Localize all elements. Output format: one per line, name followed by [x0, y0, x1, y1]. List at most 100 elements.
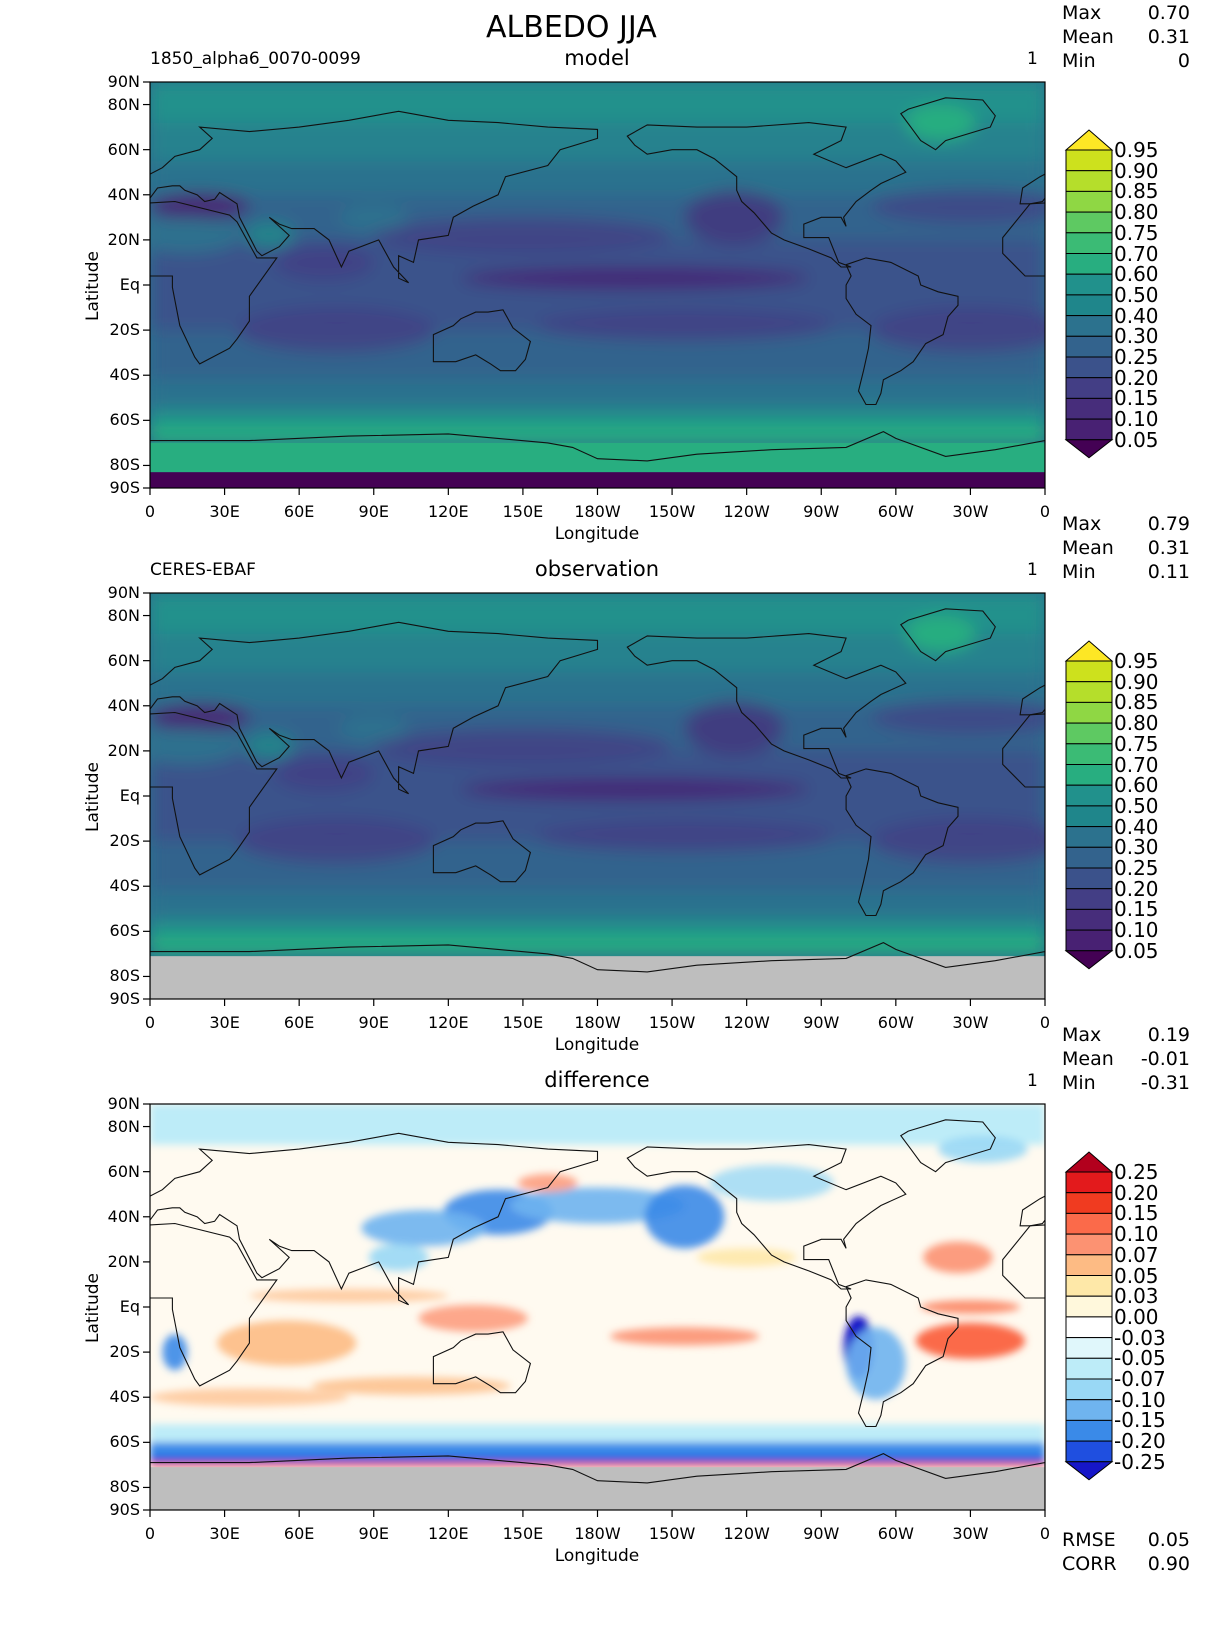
coastline-eurasia — [150, 621, 599, 795]
coastline-namerica — [626, 122, 907, 268]
x-tick-label: 120E — [428, 1524, 469, 1543]
field-blob — [915, 1322, 1026, 1359]
field-blob — [460, 266, 809, 290]
coastline-eurasia-wrap — [1019, 173, 1045, 205]
colorbar-segment — [1065, 1378, 1113, 1401]
stat-value: 0.31 — [1147, 537, 1190, 559]
colorbar-segment — [1065, 1440, 1113, 1463]
stat-value: 0.11 — [1147, 561, 1190, 583]
coastline-eurasia-wrap — [1019, 1195, 1045, 1227]
y-tick-label: 90N — [107, 72, 140, 91]
colorbar-label: 0.15 — [1114, 386, 1159, 411]
field-blob — [871, 307, 1045, 353]
lat-band — [150, 82, 1045, 123]
panel-title: model — [564, 46, 630, 70]
y-tick-label: 90N — [107, 583, 140, 602]
colorbar-segment — [1065, 294, 1113, 317]
colorbar-segment — [1065, 190, 1113, 213]
lat-band — [150, 890, 1045, 921]
field-blob — [150, 703, 250, 731]
stat-value: -0.01 — [1140, 1048, 1190, 1070]
x-tick-label: 150W — [648, 1524, 696, 1543]
colorbar-label: 0.95 — [1114, 138, 1159, 162]
colorbar-label: 0.85 — [1114, 690, 1159, 715]
x-tick-label: 90W — [803, 502, 840, 521]
colorbar-segment — [1065, 1337, 1113, 1359]
lat-band — [150, 424, 1045, 443]
figure-title: ALBEDO JJA — [486, 10, 657, 45]
map-observation — [150, 593, 1045, 999]
colorbar-segment — [1065, 784, 1113, 807]
colorbar-label: 0.20 — [1114, 365, 1159, 390]
coastline-antarctica — [150, 941, 1045, 999]
x-tick-label: 60W — [877, 502, 914, 521]
colorbar-label: -0.05 — [1114, 1346, 1166, 1371]
x-tick-label: 90E — [358, 502, 389, 521]
field-blob — [846, 1327, 906, 1400]
stat-value: 0 — [1177, 50, 1190, 72]
x-tick-label: 0 — [1039, 1524, 1051, 1543]
field-blob — [923, 1241, 993, 1274]
x-tick-label: 90E — [358, 1013, 389, 1032]
field-blob — [871, 188, 1045, 225]
colorbar-segment — [1065, 1357, 1113, 1380]
y-tick-label: 60N — [107, 1161, 140, 1181]
colorbar-segment — [1065, 356, 1113, 379]
colorbar-segment — [1065, 1419, 1113, 1442]
field-blob — [418, 1304, 528, 1332]
colorbar-label: 0.40 — [1114, 814, 1159, 839]
colorbar-segment — [1065, 826, 1113, 848]
field-blob — [517, 1173, 578, 1192]
colorbar-segment — [1065, 764, 1113, 786]
x-tick-label: 30W — [952, 1013, 989, 1032]
y-tick-label: 60S — [109, 410, 140, 430]
x-axis-label: Longitude — [554, 1546, 640, 1566]
y-tick-label: 80S — [109, 1477, 140, 1497]
y-tick-label: 60N — [107, 650, 140, 670]
x-tick-label: 150W — [648, 502, 696, 521]
colorbar-label: 0.30 — [1114, 835, 1159, 860]
y-tick-label: 90S — [109, 989, 140, 1008]
y-tick-label: 80S — [109, 966, 140, 986]
colorbar-label: 0.03 — [1114, 1284, 1159, 1309]
field-blob — [871, 699, 1045, 736]
coastline-samerica — [845, 1279, 959, 1428]
lat-band — [150, 1455, 1045, 1463]
y-tick-label: 20N — [107, 740, 140, 760]
coastline-africa — [150, 1222, 278, 1387]
field-blob — [684, 190, 784, 245]
stat-name: Min — [1062, 50, 1096, 72]
field-blob — [244, 221, 295, 249]
lat-band — [150, 160, 1045, 195]
colorbar-label: 0.15 — [1114, 897, 1159, 922]
stat-name: CORR — [1062, 1553, 1117, 1575]
coastline-namerica — [626, 1144, 907, 1290]
x-tick-label: 150E — [502, 1524, 544, 1543]
y-tick-label: 20N — [107, 229, 140, 249]
colorbar-label: 0.20 — [1114, 876, 1159, 901]
x-tick-label: 90W — [803, 1013, 840, 1032]
coastline-australia — [432, 309, 532, 372]
y-tick-label: 40N — [107, 695, 140, 715]
lat-band — [150, 1462, 1045, 1468]
field-blob — [150, 728, 242, 765]
colorbar-label: 0.25 — [1114, 345, 1159, 369]
x-tick-label: 120W — [723, 1013, 770, 1032]
colorbar-segment — [1065, 149, 1113, 172]
no-data-mask — [150, 956, 1045, 999]
panel-right-label: 1 — [1027, 560, 1038, 580]
coastline-africa — [150, 711, 278, 876]
x-tick-label: 60W — [877, 1524, 914, 1543]
colorbar-segment — [1065, 1399, 1113, 1421]
colorbar-label: -0.10 — [1114, 1387, 1166, 1412]
colorbar-label: -0.20 — [1114, 1429, 1166, 1454]
stat-value: 0.90 — [1147, 1553, 1190, 1575]
coastline-antarctica — [150, 1452, 1045, 1510]
field-blob — [150, 217, 242, 254]
colorbar-label: -0.15 — [1114, 1408, 1166, 1433]
x-tick-label: 30E — [209, 502, 240, 521]
field-layer — [150, 1104, 1045, 1468]
colorbar-segment — [1065, 1254, 1113, 1277]
colorbar-label: 0.60 — [1114, 773, 1159, 798]
field-blob — [905, 104, 976, 141]
